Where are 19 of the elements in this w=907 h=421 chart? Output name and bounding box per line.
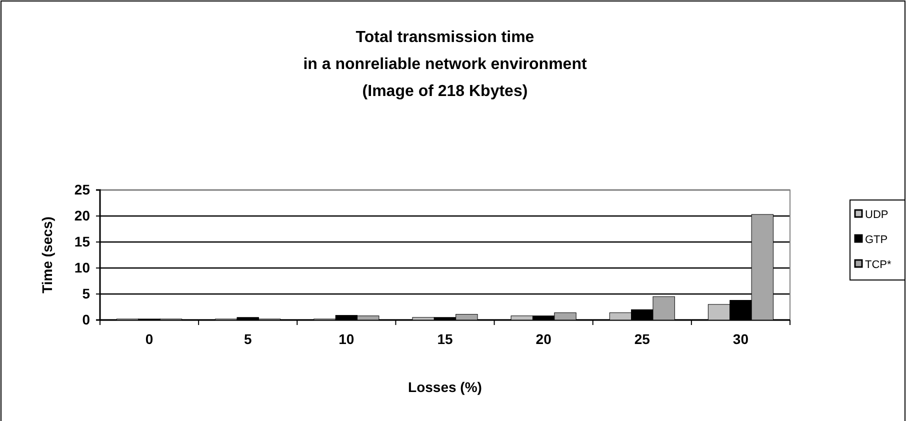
x-tick-label: 15 [437, 330, 453, 347]
legend-label: GTP [865, 234, 888, 246]
x-tick-label: 5 [244, 330, 252, 347]
y-tick-label: 5 [82, 285, 90, 302]
y-tick-label: 25 [74, 181, 90, 198]
y-axis-title: Time (secs) [39, 216, 55, 294]
y-tick-label: 15 [74, 233, 90, 250]
x-axis-title: Losses (%) [408, 379, 482, 395]
legend-label: UDP [865, 209, 888, 221]
x-tick-label: 0 [145, 330, 154, 347]
x-tick-label: 10 [338, 330, 354, 347]
x-tick-label: 30 [732, 330, 749, 347]
y-tick-label: 0 [82, 311, 90, 328]
x-tick-label: 20 [536, 330, 552, 347]
chart-title: Total transmission time in a nonreliable network environment (Image of 218 Kbytes) [303, 29, 588, 100]
legend-label: TCP* [865, 259, 892, 271]
x-tick-label: 25 [634, 330, 650, 347]
y-tick-label: 10 [74, 259, 90, 276]
y-tick-label: 20 [74, 207, 90, 224]
